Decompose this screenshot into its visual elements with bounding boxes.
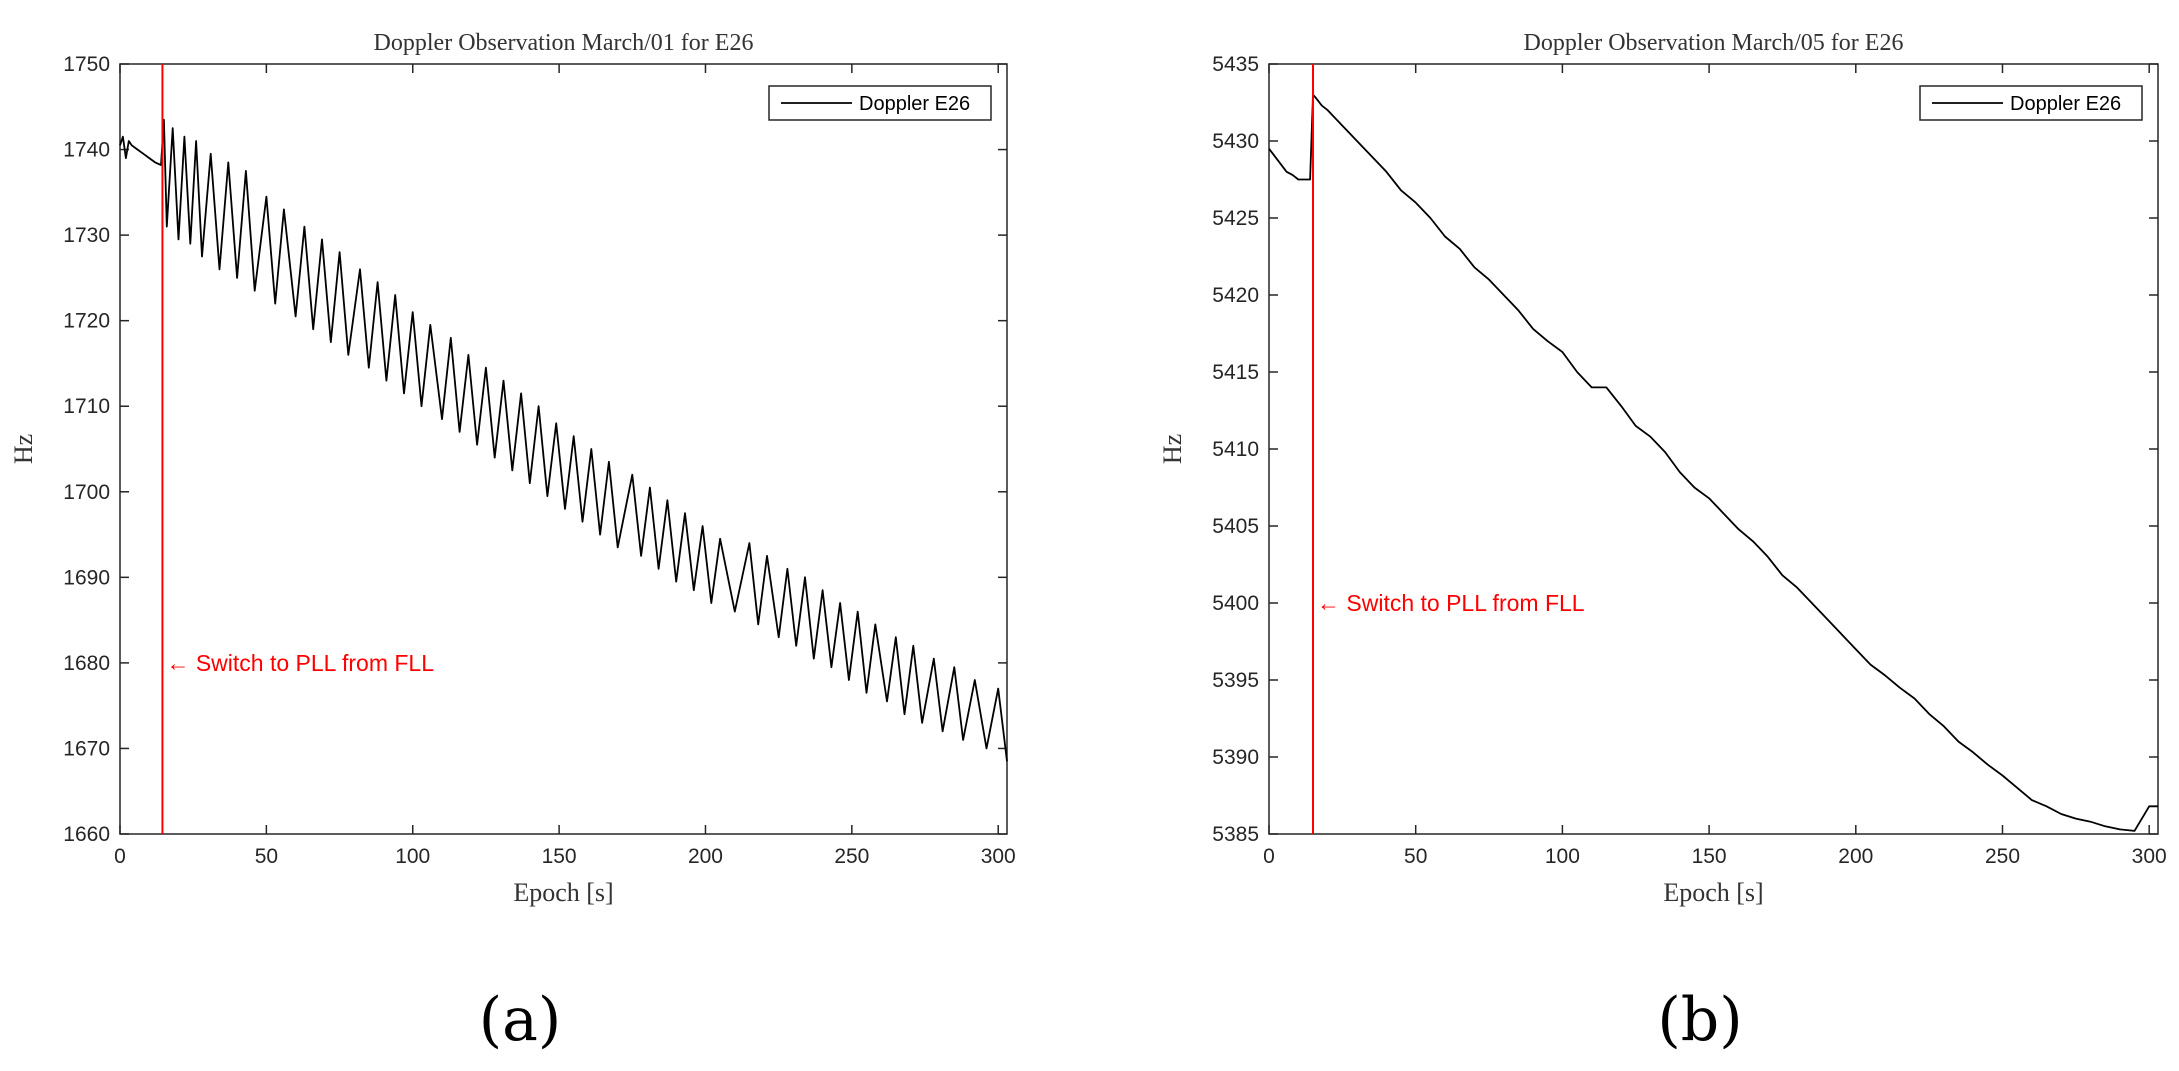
switch-annotation: ← Switch to PLL from FLL: [1317, 590, 1585, 616]
y-tick-label: 1730: [63, 224, 110, 247]
y-tick-label: 1670: [63, 737, 110, 760]
x-axis-label: Epoch [s]: [1663, 878, 1763, 907]
legend-label: Doppler E26: [859, 93, 970, 115]
y-tick-label: 1750: [63, 53, 110, 76]
x-tick-label: 50: [1404, 845, 1427, 868]
y-axis-label: Hz: [1158, 434, 1187, 464]
x-tick-label: 100: [1545, 845, 1580, 868]
y-tick-label: 1740: [63, 139, 110, 162]
y-tick-label: 5415: [1212, 361, 1259, 384]
x-tick-label: 200: [688, 845, 723, 868]
x-tick-label: 250: [834, 845, 869, 868]
y-axis-label: Hz: [9, 434, 38, 464]
switch-annotation: ← Switch to PLL from FLL: [166, 650, 434, 676]
y-tick-label: 5410: [1212, 438, 1259, 461]
chart-title: Doppler Observation March/05 for E26: [1524, 30, 1904, 56]
x-tick-label: 250: [1985, 845, 2020, 868]
y-tick-label: 5395: [1212, 669, 1259, 692]
y-tick-label: 5420: [1212, 284, 1259, 307]
series-line-doppler-e26: [1268, 93, 2158, 832]
x-tick-label: 0: [114, 845, 126, 868]
x-tick-label: 150: [1692, 845, 1727, 868]
x-tick-label: 150: [542, 845, 577, 868]
series-line-doppler-e26: [119, 118, 1008, 762]
y-tick-label: 5430: [1212, 130, 1259, 153]
x-axis-label: Epoch [s]: [513, 878, 613, 907]
y-tick-label: 1720: [63, 310, 110, 333]
x-tick-label: 0: [1263, 845, 1275, 868]
y-tick-label: 1660: [63, 823, 110, 846]
y-tick-label: 5390: [1212, 746, 1259, 769]
y-tick-label: 1690: [63, 566, 110, 589]
panel-label-b: (b): [1657, 985, 1742, 1055]
x-tick-label: 300: [981, 845, 1016, 868]
x-tick-label: 50: [255, 845, 278, 868]
chart-title: Doppler Observation March/01 for E26: [374, 30, 754, 56]
y-tick-label: 1680: [63, 652, 110, 675]
y-tick-label: 1700: [63, 481, 110, 504]
plot-frame: [119, 63, 1008, 835]
x-tick-label: 300: [2132, 845, 2167, 868]
y-tick-label: 5400: [1212, 592, 1259, 615]
plot-frame: [1268, 63, 2159, 835]
chart-b: Doppler Observation March/05 for E26 0 50 1…: [1158, 30, 2167, 907]
y-tick-label: 5425: [1212, 207, 1259, 230]
panel-label-a: (a): [479, 985, 562, 1055]
y-tick-label: 5405: [1212, 515, 1259, 538]
y-tick-label: 5435: [1212, 53, 1259, 76]
chart-a: Doppler Observation March/01 for E26 0 50 1…: [9, 30, 1016, 907]
legend-label: Doppler E26: [2010, 93, 2121, 115]
y-tick-label: 1710: [63, 395, 110, 418]
x-tick-label: 200: [1838, 845, 1873, 868]
x-tick-label: 100: [395, 845, 430, 868]
y-tick-label: 5385: [1212, 823, 1259, 846]
